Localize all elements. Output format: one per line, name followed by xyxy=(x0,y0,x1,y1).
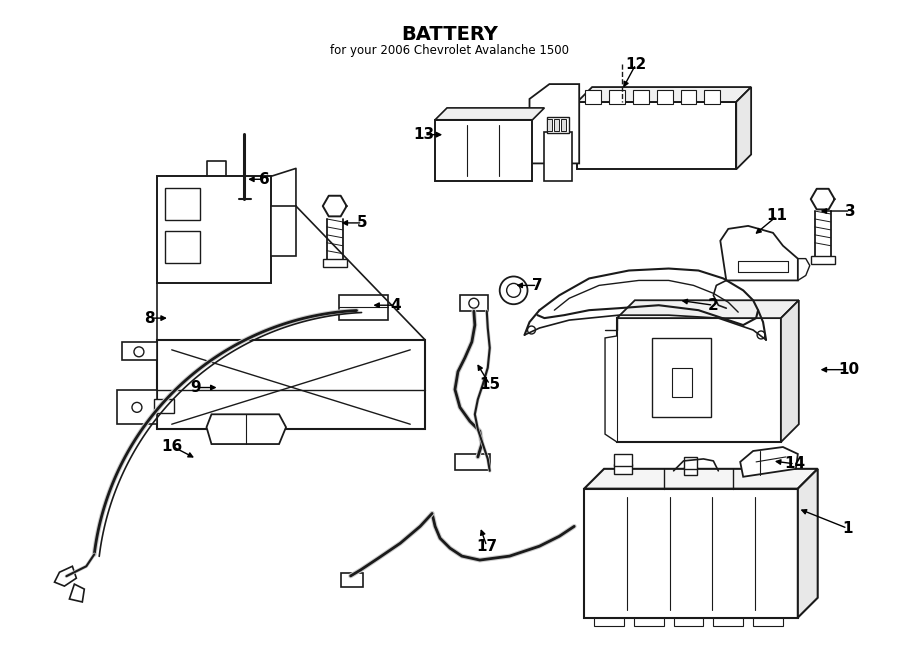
Text: 2: 2 xyxy=(708,298,719,312)
Bar xyxy=(271,206,296,256)
Bar xyxy=(614,454,632,466)
Polygon shape xyxy=(740,447,797,477)
Polygon shape xyxy=(720,226,797,281)
Polygon shape xyxy=(206,414,286,444)
Text: 15: 15 xyxy=(479,377,500,392)
Circle shape xyxy=(507,283,520,297)
Text: for your 2006 Chevrolet Avalanche 1500: for your 2006 Chevrolet Avalanche 1500 xyxy=(330,44,570,58)
Circle shape xyxy=(134,347,144,357)
Text: 1: 1 xyxy=(842,521,853,536)
Bar xyxy=(154,399,174,413)
Polygon shape xyxy=(435,108,544,120)
Bar xyxy=(157,176,271,283)
Text: 12: 12 xyxy=(626,57,646,71)
Bar xyxy=(652,338,711,417)
Bar xyxy=(673,618,704,626)
Circle shape xyxy=(527,326,536,334)
Bar xyxy=(157,340,425,429)
Bar xyxy=(165,231,200,263)
Circle shape xyxy=(500,277,527,305)
Polygon shape xyxy=(69,584,85,602)
Polygon shape xyxy=(55,566,76,586)
Polygon shape xyxy=(584,469,818,489)
Bar xyxy=(341,573,363,587)
Bar xyxy=(460,295,488,311)
Bar xyxy=(544,132,572,181)
Bar xyxy=(634,618,663,626)
Polygon shape xyxy=(736,87,752,169)
Bar xyxy=(547,118,553,130)
Bar xyxy=(614,464,632,474)
Bar xyxy=(683,457,698,469)
Bar xyxy=(547,117,570,132)
Bar xyxy=(705,90,720,104)
Text: 16: 16 xyxy=(161,438,183,453)
Bar xyxy=(594,618,624,626)
Polygon shape xyxy=(122,342,157,359)
Bar xyxy=(585,90,601,104)
Bar xyxy=(609,90,625,104)
Bar xyxy=(577,102,736,169)
Bar xyxy=(584,489,797,618)
Text: 10: 10 xyxy=(838,362,860,377)
Polygon shape xyxy=(797,469,818,618)
Bar xyxy=(671,367,691,397)
Bar xyxy=(714,618,743,626)
Circle shape xyxy=(132,402,142,412)
Bar xyxy=(338,295,389,320)
Polygon shape xyxy=(577,87,752,102)
Text: 17: 17 xyxy=(476,539,498,553)
Bar xyxy=(683,467,698,475)
Text: 9: 9 xyxy=(190,380,201,395)
Text: 7: 7 xyxy=(532,278,543,293)
Bar xyxy=(657,90,672,104)
Text: BATTERY: BATTERY xyxy=(401,24,499,44)
Polygon shape xyxy=(617,301,799,318)
Bar xyxy=(165,188,200,220)
Bar xyxy=(680,90,697,104)
Polygon shape xyxy=(781,301,799,442)
Text: 4: 4 xyxy=(390,298,400,312)
Circle shape xyxy=(757,331,765,339)
Bar xyxy=(455,454,490,470)
Text: 13: 13 xyxy=(414,127,435,142)
Text: 3: 3 xyxy=(845,203,856,218)
Text: 6: 6 xyxy=(259,171,269,187)
Polygon shape xyxy=(605,336,617,442)
Bar xyxy=(811,256,834,263)
Text: 14: 14 xyxy=(784,456,806,471)
Bar xyxy=(323,259,346,267)
Text: 5: 5 xyxy=(357,215,368,230)
Text: 11: 11 xyxy=(767,209,788,224)
Polygon shape xyxy=(117,389,157,424)
Text: 8: 8 xyxy=(145,310,155,326)
Bar xyxy=(435,120,533,181)
Circle shape xyxy=(469,299,479,308)
Bar xyxy=(554,118,559,130)
Bar xyxy=(617,318,781,442)
Bar xyxy=(753,618,783,626)
Polygon shape xyxy=(529,84,580,164)
Bar xyxy=(562,118,566,130)
Bar xyxy=(633,90,649,104)
